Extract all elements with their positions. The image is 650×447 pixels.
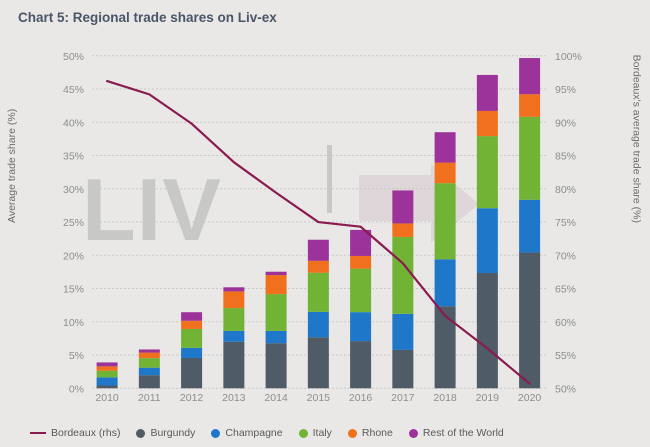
- svg-text:95%: 95%: [555, 84, 576, 96]
- svg-text:2016: 2016: [349, 392, 373, 404]
- svg-text:2011: 2011: [138, 392, 161, 404]
- svg-text:50%: 50%: [555, 383, 576, 395]
- svg-text:2017: 2017: [391, 392, 415, 404]
- svg-text:90%: 90%: [555, 117, 576, 129]
- svg-text:30%: 30%: [63, 184, 84, 196]
- svg-text:70%: 70%: [555, 250, 576, 262]
- svg-text:20%: 20%: [63, 250, 84, 262]
- svg-text:35%: 35%: [63, 151, 84, 163]
- svg-text:2015: 2015: [307, 392, 331, 404]
- svg-text:55%: 55%: [555, 350, 576, 362]
- svg-text:80%: 80%: [555, 184, 576, 196]
- svg-text:40%: 40%: [63, 117, 84, 129]
- svg-text:2013: 2013: [222, 392, 246, 404]
- svg-text:50%: 50%: [63, 51, 84, 63]
- svg-text:2018: 2018: [433, 392, 457, 404]
- svg-text:2014: 2014: [264, 392, 288, 404]
- svg-text:75%: 75%: [555, 217, 576, 229]
- svg-text:0%: 0%: [69, 383, 84, 395]
- svg-text:2020: 2020: [518, 392, 542, 404]
- svg-text:100%: 100%: [555, 51, 582, 63]
- svg-text:85%: 85%: [555, 151, 576, 163]
- svg-text:2012: 2012: [180, 392, 204, 404]
- svg-text:60%: 60%: [555, 317, 576, 329]
- svg-text:45%: 45%: [63, 84, 84, 96]
- svg-text:25%: 25%: [63, 217, 84, 229]
- svg-text:5%: 5%: [69, 350, 84, 362]
- svg-text:65%: 65%: [555, 284, 576, 296]
- svg-text:2019: 2019: [476, 392, 500, 404]
- svg-text:10%: 10%: [63, 317, 84, 329]
- svg-text:2010: 2010: [95, 392, 119, 404]
- svg-text:LIV: LIV: [82, 160, 222, 259]
- svg-text:15%: 15%: [63, 284, 84, 296]
